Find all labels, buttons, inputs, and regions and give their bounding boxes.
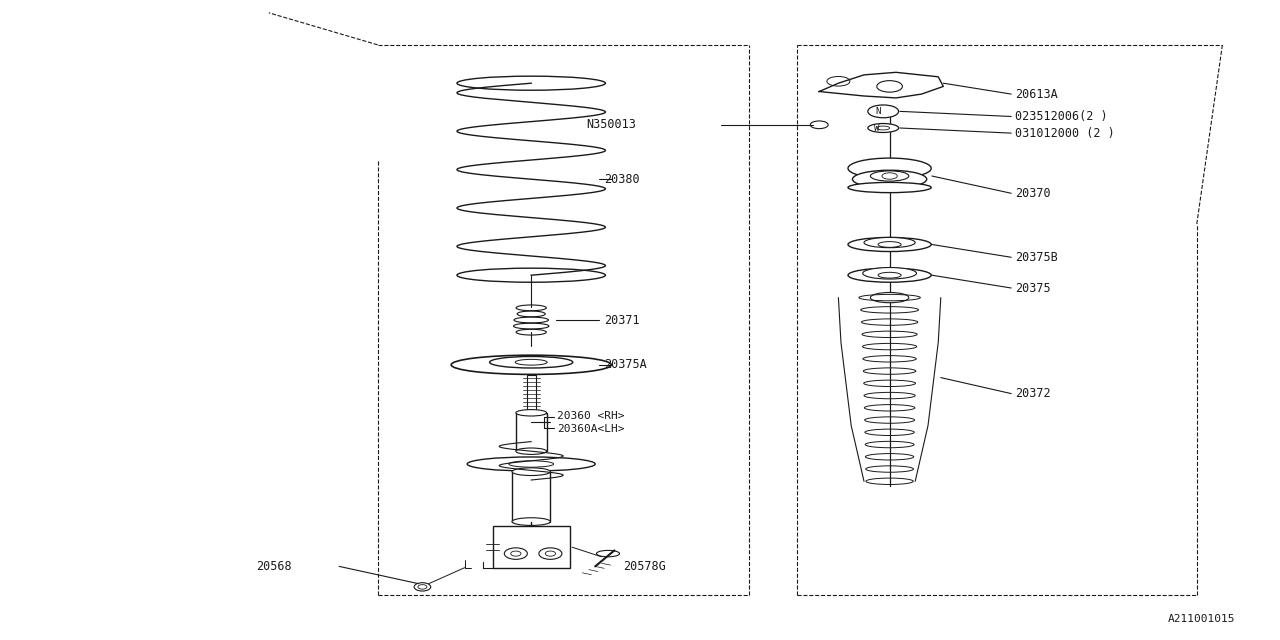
Text: 20375: 20375 (1015, 282, 1051, 294)
Ellipse shape (489, 356, 573, 368)
Ellipse shape (508, 461, 553, 467)
Bar (512, 472, 550, 522)
Text: 031012000 (2 ): 031012000 (2 ) (1015, 127, 1115, 140)
Ellipse shape (467, 457, 595, 471)
Text: W: W (874, 124, 879, 132)
Bar (527, 375, 536, 413)
Ellipse shape (864, 237, 915, 248)
Text: N350013: N350013 (586, 118, 636, 131)
Bar (516, 413, 547, 451)
Ellipse shape (512, 468, 550, 476)
Ellipse shape (870, 292, 909, 303)
Ellipse shape (868, 124, 899, 132)
Ellipse shape (516, 410, 547, 416)
Ellipse shape (852, 170, 927, 188)
Text: 20568: 20568 (256, 560, 292, 573)
Text: 20372: 20372 (1015, 387, 1051, 400)
Text: 20380: 20380 (604, 173, 640, 186)
Text: 20613A: 20613A (1015, 88, 1057, 100)
Ellipse shape (868, 105, 899, 118)
Text: 20375A: 20375A (604, 358, 646, 371)
Text: 023512006(2 ): 023512006(2 ) (1015, 110, 1107, 123)
Text: N: N (876, 107, 881, 116)
Ellipse shape (847, 268, 932, 282)
Ellipse shape (863, 268, 916, 279)
Text: 20370: 20370 (1015, 187, 1051, 200)
Text: 20360 <RH>: 20360 <RH> (557, 411, 625, 421)
Ellipse shape (847, 237, 932, 252)
Ellipse shape (870, 171, 909, 181)
Ellipse shape (516, 448, 547, 454)
Text: A211001015: A211001015 (1167, 614, 1235, 624)
Text: 20375B: 20375B (1015, 251, 1057, 264)
Text: 20578G: 20578G (623, 560, 666, 573)
Bar (493, 526, 570, 568)
Ellipse shape (847, 182, 932, 193)
Text: 20360A<LH>: 20360A<LH> (557, 424, 625, 434)
Ellipse shape (847, 158, 932, 179)
Ellipse shape (451, 355, 612, 374)
Ellipse shape (512, 518, 550, 525)
Text: 20371: 20371 (604, 314, 640, 326)
